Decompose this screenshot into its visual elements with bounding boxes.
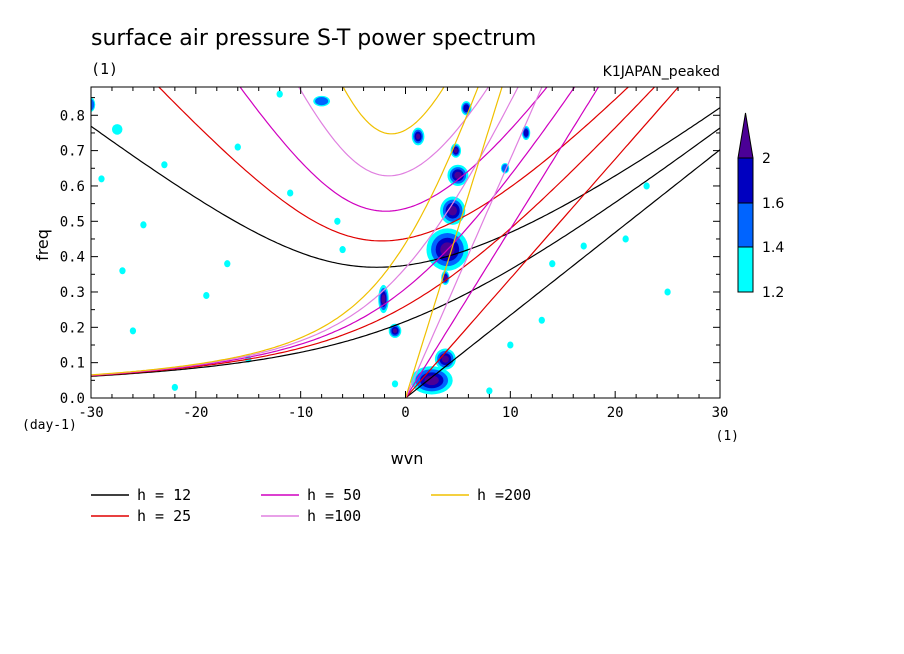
contour-region: [203, 291, 210, 300]
colorbar-arrow: [737, 112, 754, 159]
contour-region: [415, 133, 421, 140]
x-tick-label: -30: [78, 405, 103, 421]
contour-region: [622, 235, 629, 243]
contour-region: [129, 327, 137, 335]
chart-subtitle-unit: (1): [91, 60, 118, 78]
legend-label: h = 25: [137, 507, 191, 525]
contour-region: [276, 90, 283, 98]
inertia-gravity-curve: [298, 87, 490, 177]
x-tick-label: -20: [183, 405, 208, 421]
x-tick-label: 30: [712, 405, 729, 421]
x-axis-label: wvn: [391, 449, 424, 468]
contour-region: [234, 143, 241, 151]
contour-layer: [91, 90, 671, 395]
chart-title: surface air pressure S-T power spectrum: [91, 26, 536, 51]
x-tick-label: 10: [502, 405, 519, 421]
y-tick-label: 0.5: [60, 214, 85, 230]
contour-region: [392, 328, 398, 334]
contour-region: [424, 375, 439, 386]
mixed-rossby-gravity-curve: [91, 87, 576, 376]
y-axis-label: freq: [33, 229, 52, 261]
y-tick-label: 0.2: [60, 320, 85, 336]
kelvin-curve: [405, 149, 720, 398]
inertia-gravity-curve: [91, 107, 720, 268]
contour-region: [454, 171, 462, 179]
contour-region: [140, 221, 147, 229]
colorbar-label: 2: [762, 151, 771, 167]
x-tick-label: -10: [288, 405, 313, 421]
y-tick-label: 0.6: [60, 179, 85, 195]
mixed-rossby-gravity-curve: [91, 87, 479, 376]
contour-region: [161, 161, 168, 169]
colorbar-segment: [737, 246, 754, 293]
mixed-rossby-gravity-curve: [91, 87, 519, 376]
contour-region: [119, 267, 126, 275]
colorbar-label: 1.6: [762, 196, 784, 212]
contour-region: [339, 246, 346, 254]
contour-region: [91, 99, 95, 111]
colorbar-segment: [737, 157, 754, 204]
contour-region: [523, 128, 529, 137]
contour-region: [98, 175, 105, 183]
contour-region: [171, 383, 179, 391]
contour-region: [111, 124, 123, 135]
y-tick-label: 0.3: [60, 285, 85, 301]
kelvin-curve: [404, 87, 503, 398]
contour-region: [538, 316, 545, 324]
inertia-gravity-curve: [342, 87, 445, 135]
kelvin-curve: [405, 87, 680, 398]
contour-region: [463, 104, 470, 113]
contour-region: [448, 205, 457, 216]
colorbar: 1.2 1.4 1.6 2: [737, 112, 784, 301]
contour-region: [334, 217, 341, 225]
contour-region: [391, 380, 399, 388]
colorbar-label: 1.2: [762, 285, 784, 301]
y-tick-label: 0.1: [60, 356, 85, 372]
y-tick-label: 0.4: [60, 250, 85, 266]
mixed-rossby-gravity-curve: [91, 127, 720, 377]
legend-label: h =200: [477, 486, 531, 504]
y-tick-label: 0.7: [60, 144, 85, 160]
contour-region: [486, 387, 493, 395]
contour-region: [643, 182, 650, 190]
y-tick-label: 0.8: [60, 108, 85, 124]
y-axis-unit: (day-1): [22, 418, 77, 433]
contour-region: [664, 288, 671, 296]
legend-label: h =100: [307, 507, 361, 525]
legend-label: h = 12: [137, 486, 191, 504]
chart-subtitle-case: K1JAPAN_peaked: [603, 64, 720, 80]
inertia-gravity-curve: [157, 87, 630, 242]
legend: h = 12 h = 25 h = 50 h =100 h =200: [91, 486, 531, 525]
y-axis: 0.0 0.1 0.2 0.3 0.4 0.5 0.6 0.7 0.8: [60, 97, 720, 407]
inertia-gravity-curve: [239, 87, 548, 212]
colorbar-segment: [737, 202, 754, 248]
contour-region: [381, 294, 386, 304]
mixed-rossby-gravity-curve: [91, 87, 656, 377]
legend-label: h = 50: [307, 486, 361, 504]
contour-region: [453, 148, 458, 154]
y-tick-label: 0.0: [60, 391, 85, 407]
contour-region: [441, 355, 449, 363]
contour-region: [287, 189, 294, 197]
contour-region: [224, 260, 231, 268]
x-axis-unit: (1): [716, 429, 739, 444]
kelvin-curve: [404, 87, 600, 398]
x-tick-label: 0: [401, 405, 409, 421]
kelvin-curve: [404, 87, 543, 398]
plot-area: [91, 87, 720, 398]
contour-region: [580, 242, 587, 250]
colorbar-label: 1.4: [762, 240, 784, 256]
contour-region: [507, 341, 514, 349]
x-tick-label: 20: [607, 405, 624, 421]
contour-region: [549, 260, 556, 268]
x-axis: -30 -20 -10 0 10 20 30: [78, 87, 728, 421]
dispersion-curve-layer: [91, 87, 720, 398]
contour-region: [315, 97, 329, 106]
